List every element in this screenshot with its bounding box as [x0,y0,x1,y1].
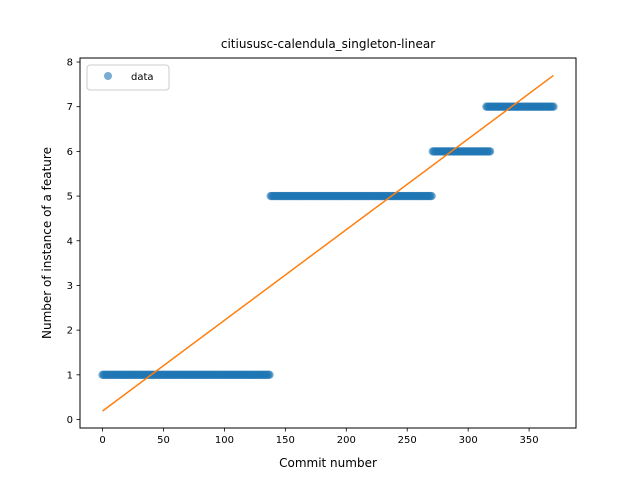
x-tick-label: 350 [520,435,539,446]
x-axis: 0 50 100 150 200 250 300 350 [99,428,539,446]
plot-area [98,74,558,412]
legend-label-data: data [131,72,154,83]
x-tick-label: 200 [337,435,356,446]
x-tick-label: 150 [276,435,295,446]
x-tick-label: 250 [398,435,417,446]
y-tick-label: 1 [67,370,73,381]
y-tick-label: 2 [67,326,73,337]
axes-frame [79,57,577,429]
y-axis-title: Number of instance of a feature [40,147,54,339]
x-tick-label: 100 [215,435,234,446]
y-tick-label: 4 [67,236,73,247]
data-point [549,102,558,111]
y-tick-label: 0 [67,415,73,426]
y-tick-label: 8 [67,58,73,69]
legend-marker-data [104,72,112,80]
y-tick-label: 6 [67,147,73,158]
y-tick-label: 3 [67,281,73,292]
data-point [265,370,274,380]
legend-box [86,64,170,91]
y-axis: 0 1 2 3 4 5 6 7 8 [67,58,80,426]
y-tick-label: 7 [67,102,73,113]
x-tick-label: 0 [99,435,105,446]
x-axis-title: Commit number [279,456,377,470]
x-tick-label: 50 [157,435,170,446]
linear-fit-line [102,74,554,412]
data-point [427,191,436,201]
data-point [485,147,495,156]
y-tick-label: 5 [67,192,73,203]
x-tick-label: 300 [459,435,478,446]
legend: data [86,64,170,91]
chart-title: citiususc-calendula_singleton-linear [221,37,435,51]
